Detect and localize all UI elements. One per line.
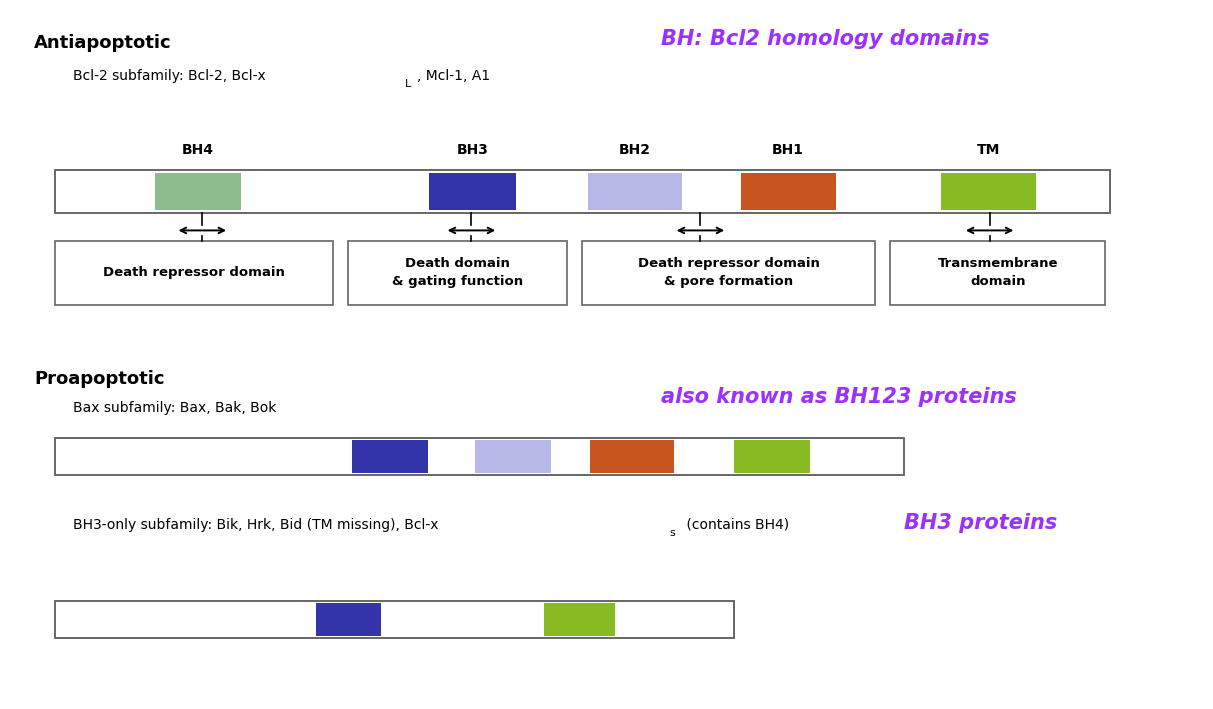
Text: Death domain
& gating function: Death domain & gating function — [392, 257, 523, 289]
Bar — [941, 173, 1036, 210]
Bar — [474, 440, 551, 473]
Text: BH1: BH1 — [771, 143, 804, 157]
Text: Death repressor domain: Death repressor domain — [103, 267, 285, 279]
Bar — [55, 438, 904, 475]
Text: , Mcl-1, A1: , Mcl-1, A1 — [417, 69, 490, 83]
Bar — [55, 241, 332, 305]
Text: Proapoptotic: Proapoptotic — [34, 370, 165, 389]
Bar — [587, 173, 683, 210]
Bar — [352, 440, 428, 473]
Bar — [55, 601, 734, 638]
Text: Antiapoptotic: Antiapoptotic — [34, 33, 171, 52]
Bar — [543, 603, 615, 636]
Text: Bcl-2 subfamily: Bcl-2, Bcl-x: Bcl-2 subfamily: Bcl-2, Bcl-x — [73, 69, 266, 83]
Bar — [890, 241, 1105, 305]
Bar — [155, 173, 241, 210]
Text: BH3 proteins: BH3 proteins — [904, 513, 1057, 532]
Bar — [55, 170, 1110, 213]
Bar — [55, 438, 904, 475]
Bar — [429, 173, 516, 210]
Bar — [734, 440, 810, 473]
Text: BH2: BH2 — [619, 143, 651, 157]
Bar — [590, 440, 674, 473]
Bar — [55, 601, 734, 638]
Text: TM: TM — [976, 143, 1001, 157]
Text: L: L — [405, 79, 411, 89]
Text: Death repressor domain
& pore formation: Death repressor domain & pore formation — [638, 257, 820, 289]
Text: BH3: BH3 — [456, 143, 489, 157]
Text: Transmembrane
domain: Transmembrane domain — [938, 257, 1058, 289]
Text: BH: Bcl2 homology domains: BH: Bcl2 homology domains — [661, 29, 990, 49]
Text: s: s — [670, 528, 676, 538]
Bar — [317, 603, 381, 636]
Bar — [55, 170, 1110, 213]
Bar — [348, 241, 566, 305]
Text: (contains BH4): (contains BH4) — [682, 518, 788, 532]
Bar — [740, 173, 836, 210]
Text: BH4: BH4 — [182, 143, 215, 157]
Text: Bax subfamily: Bax, Bak, Bok: Bax subfamily: Bax, Bak, Bok — [73, 401, 277, 415]
Text: BH3-only subfamily: Bik, Hrk, Bid (TM missing), Bcl-x: BH3-only subfamily: Bik, Hrk, Bid (TM mi… — [73, 518, 438, 532]
Bar — [582, 241, 875, 305]
Text: also known as BH123 proteins: also known as BH123 proteins — [661, 387, 1016, 407]
